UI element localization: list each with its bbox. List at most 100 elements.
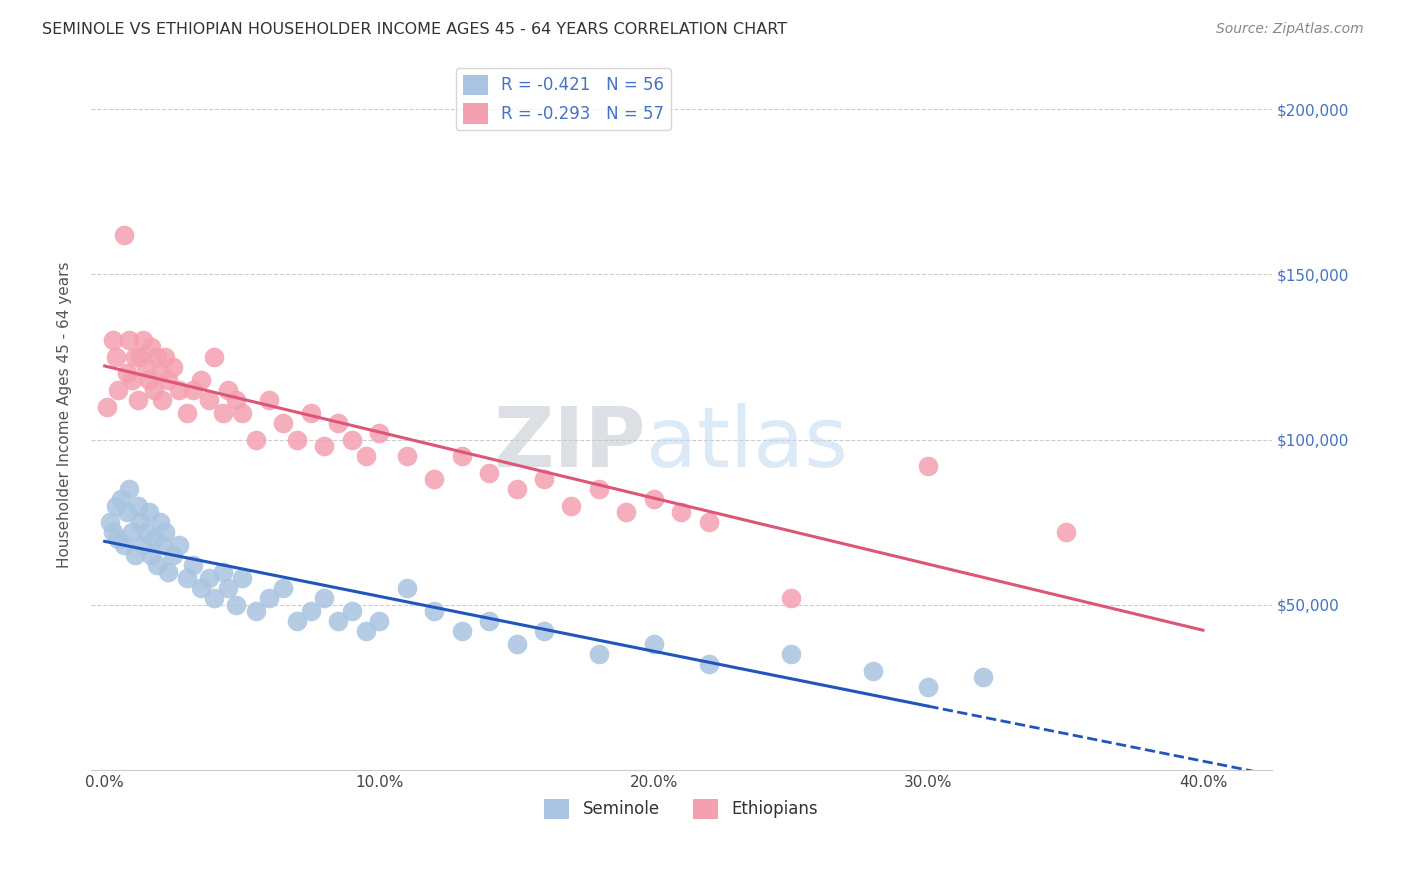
Point (299, 406, 322, 420)
Point (450, 449, 472, 463)
Legend: Seminole, Ethiopians: Seminole, Ethiopians (537, 792, 825, 826)
Point (156, 565, 179, 579)
Point (697, 657, 720, 672)
Point (129, 515, 152, 529)
Point (560, 499, 582, 513)
Point (121, 373, 143, 387)
Point (181, 383, 204, 397)
Point (141, 340, 163, 354)
Point (135, 525, 157, 540)
Point (190, 373, 212, 387)
Point (143, 532, 166, 546)
Point (162, 548, 184, 562)
Text: SEMINOLE VS ETHIOPIAN HOUSEHOLDER INCOME AGES 45 - 64 YEARS CORRELATION CHART: SEMINOLE VS ETHIOPIAN HOUSEHOLDER INCOME… (42, 22, 787, 37)
Point (211, 406, 233, 420)
Point (285, 433, 308, 447)
Point (127, 499, 149, 513)
Point (259, 591, 281, 606)
Point (326, 416, 349, 430)
Point (326, 615, 349, 629)
Point (204, 350, 226, 364)
Point (112, 227, 135, 242)
Point (96, 400, 118, 414)
Point (423, 472, 446, 486)
Point (132, 538, 155, 552)
Point (146, 558, 169, 573)
Point (118, 482, 141, 496)
Point (450, 624, 472, 639)
Point (104, 350, 127, 364)
Point (167, 383, 190, 397)
Point (115, 505, 138, 519)
Point (148, 515, 170, 529)
Point (340, 604, 363, 618)
Point (124, 548, 146, 562)
Point (146, 350, 169, 364)
Point (211, 565, 233, 579)
Point (354, 624, 377, 639)
Point (917, 458, 939, 473)
Point (129, 350, 152, 364)
Y-axis label: Householder Income Ages 45 - 64 years: Householder Income Ages 45 - 64 years (58, 261, 72, 568)
Point (314, 439, 336, 453)
Point (121, 525, 143, 540)
Point (231, 406, 253, 420)
Point (143, 383, 166, 397)
Point (115, 367, 138, 381)
Point (354, 449, 377, 463)
Point (340, 433, 363, 447)
Point (225, 598, 247, 612)
Point (314, 591, 336, 606)
Point (533, 472, 555, 486)
Point (150, 392, 173, 407)
Point (423, 604, 446, 618)
Point (176, 406, 198, 420)
Point (643, 637, 665, 651)
Point (588, 648, 610, 662)
Point (153, 525, 176, 540)
Point (245, 604, 267, 618)
Point (104, 499, 127, 513)
Point (98, 515, 121, 529)
Point (141, 548, 163, 562)
Point (271, 581, 294, 595)
Point (917, 681, 939, 695)
Text: ZIP: ZIP (494, 402, 645, 483)
Text: atlas: atlas (645, 402, 848, 483)
Point (112, 538, 135, 552)
Point (225, 392, 247, 407)
Point (368, 615, 391, 629)
Point (132, 334, 155, 348)
Point (780, 648, 803, 662)
Point (533, 624, 555, 639)
Point (862, 664, 884, 678)
Point (107, 383, 129, 397)
Point (198, 571, 221, 585)
Point (245, 433, 267, 447)
Point (478, 615, 501, 629)
Point (505, 637, 527, 651)
Point (190, 581, 212, 595)
Point (101, 525, 124, 540)
Point (231, 571, 253, 585)
Point (259, 392, 281, 407)
Point (395, 449, 418, 463)
Point (150, 538, 173, 552)
Point (505, 482, 527, 496)
Point (299, 604, 322, 618)
Point (167, 538, 190, 552)
Point (107, 532, 129, 546)
Point (176, 571, 198, 585)
Point (124, 350, 146, 364)
Point (138, 373, 160, 387)
Text: Source: ZipAtlas.com: Source: ZipAtlas.com (1216, 22, 1364, 37)
Point (780, 591, 803, 606)
Point (588, 482, 610, 496)
Point (1054, 525, 1077, 540)
Point (138, 505, 160, 519)
Point (643, 491, 665, 506)
Point (217, 383, 239, 397)
Point (101, 334, 124, 348)
Point (671, 505, 693, 519)
Point (156, 373, 179, 387)
